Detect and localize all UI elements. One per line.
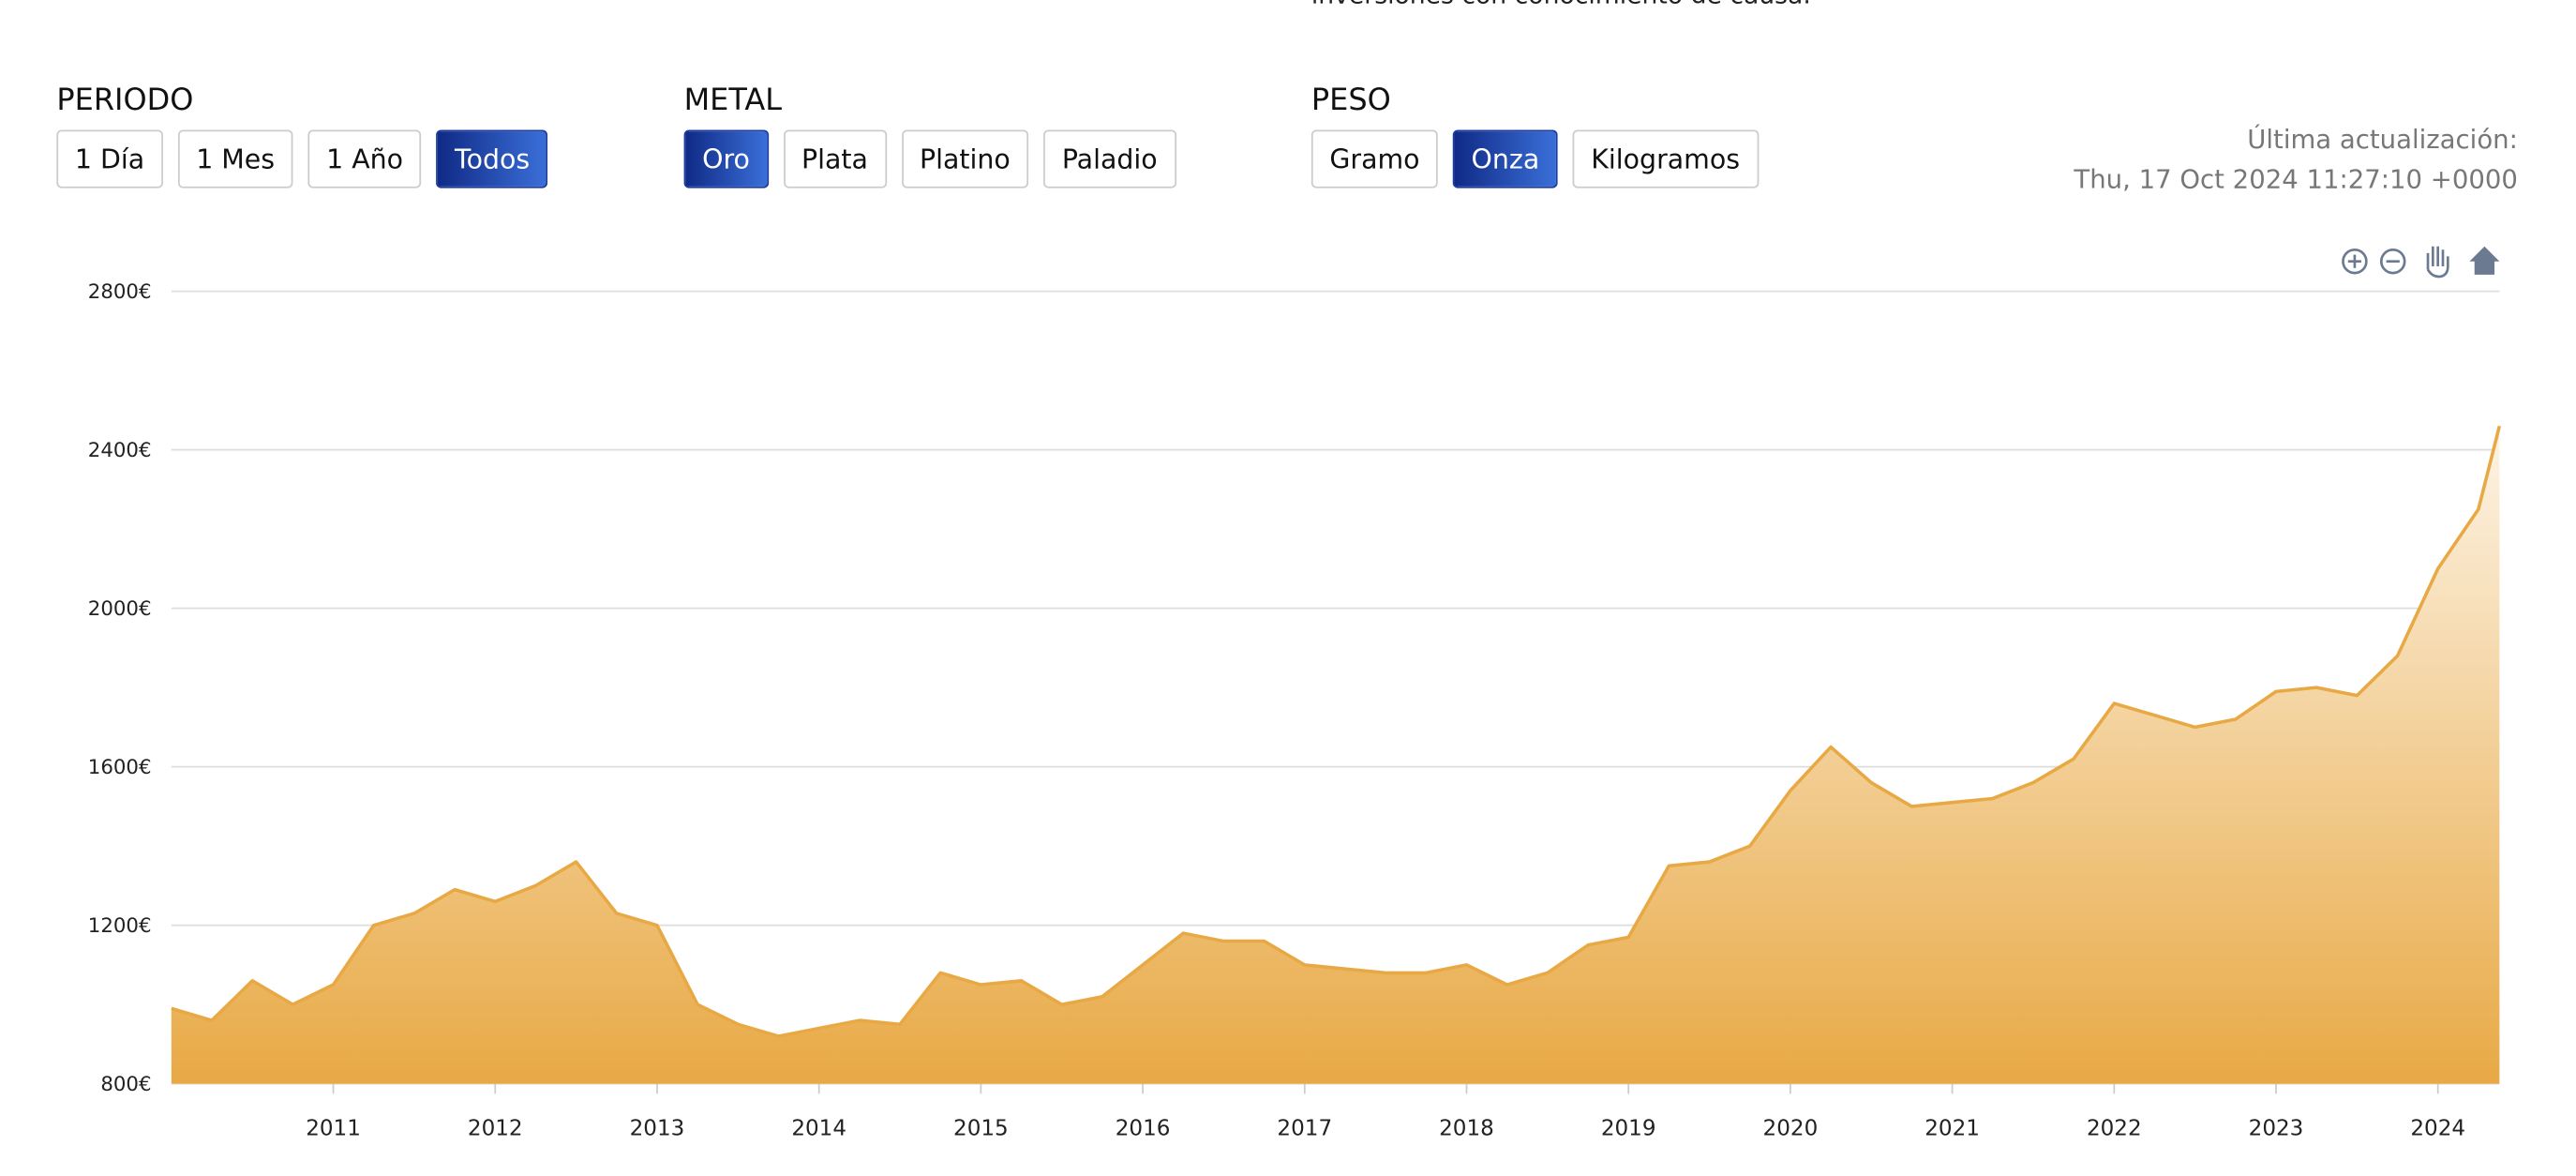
x-tick-label: 2024 bbox=[2410, 1117, 2465, 1141]
group-label: PESO bbox=[1310, 83, 1391, 119]
y-tick-label: 800€ bbox=[100, 1073, 151, 1096]
x-tick-label: 2011 bbox=[306, 1117, 361, 1141]
last-update: Última actualización: Thu, 17 Oct 2024 1… bbox=[2074, 120, 2517, 200]
group-label: PERIODO bbox=[56, 83, 194, 119]
x-tick-label: 2016 bbox=[1116, 1117, 1171, 1141]
control-group: METAL Oro Plata Platino Paladio bbox=[683, 83, 1176, 188]
last-update-label: Última actualización: bbox=[2247, 125, 2518, 156]
x-tick-label: 2021 bbox=[1925, 1117, 1980, 1141]
button-row: 1 Día 1 Mes 1 Año Todos bbox=[56, 129, 548, 188]
home-button[interactable] bbox=[2469, 246, 2500, 275]
x-tick-label: 2019 bbox=[1601, 1117, 1656, 1141]
x-tick-label: 2023 bbox=[2249, 1117, 2304, 1141]
option-button[interactable]: Todos bbox=[436, 129, 548, 188]
area bbox=[171, 426, 2500, 1084]
button-row: Oro Plata Platino Paladio bbox=[683, 129, 1176, 188]
header-text: inversiones con conocimiento de causa. bbox=[1311, 0, 1811, 10]
y-tick-label: 1600€ bbox=[88, 756, 152, 779]
line bbox=[171, 425, 2502, 1038]
x-tick-label: 2018 bbox=[1439, 1117, 1494, 1141]
y-tick-label: 2800€ bbox=[88, 280, 152, 304]
x-tick-label: 2015 bbox=[953, 1117, 1009, 1141]
pan-button[interactable] bbox=[2426, 246, 2449, 279]
y-tick-label: 2400€ bbox=[88, 439, 152, 462]
last-update-value: Thu, 17 Oct 2024 11:27:10 +0000 bbox=[2074, 164, 2518, 195]
option-button[interactable]: 1 Día bbox=[56, 129, 163, 188]
option-button[interactable]: Oro bbox=[683, 129, 769, 188]
x-tick-label: 2017 bbox=[1277, 1117, 1332, 1141]
y-tick-label: 1200€ bbox=[88, 914, 152, 938]
option-button[interactable]: Platino bbox=[901, 129, 1029, 188]
button-row: Gramo Onza Kilogramos bbox=[1310, 129, 1759, 188]
option-button[interactable]: Kilogramos bbox=[1572, 129, 1759, 188]
zoom-out-button[interactable] bbox=[2379, 248, 2406, 275]
option-button[interactable]: 1 Mes bbox=[177, 129, 293, 188]
option-button[interactable]: Plata bbox=[783, 129, 887, 188]
x-tick-label: 2014 bbox=[791, 1117, 846, 1141]
y-tick-label: 2000€ bbox=[88, 597, 152, 621]
x-tick-label: 2022 bbox=[2087, 1117, 2142, 1141]
x-tick-label: 2012 bbox=[468, 1117, 523, 1141]
group-label: METAL bbox=[683, 83, 783, 119]
option-button[interactable]: Gramo bbox=[1310, 129, 1439, 188]
zoom-in-button[interactable] bbox=[2342, 248, 2368, 275]
x-tick-label: 2013 bbox=[630, 1117, 685, 1141]
control-group: PERIODO 1 Día 1 Mes 1 Año Todos bbox=[56, 83, 548, 188]
option-button[interactable]: Paladio bbox=[1043, 129, 1176, 188]
x-tick-label: 2020 bbox=[1763, 1117, 1819, 1141]
option-button[interactable]: 1 Año bbox=[307, 129, 422, 188]
control-group: PESO Gramo Onza Kilogramos bbox=[1310, 83, 1759, 188]
option-button[interactable]: Onza bbox=[1453, 129, 1558, 188]
